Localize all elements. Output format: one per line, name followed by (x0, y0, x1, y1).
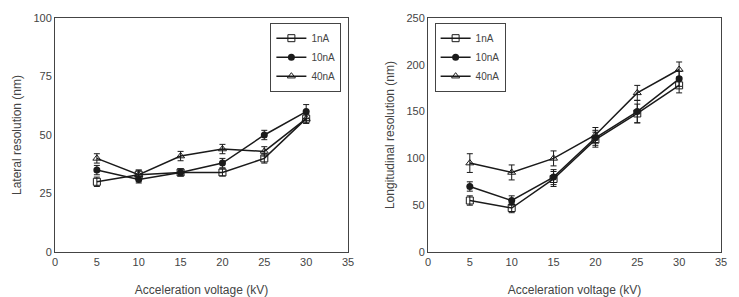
svg-text:20: 20 (216, 256, 228, 268)
svg-text:0: 0 (52, 256, 58, 268)
svg-text:150: 150 (406, 105, 424, 117)
svg-text:10nA: 10nA (311, 52, 335, 63)
svg-text:0: 0 (46, 246, 52, 258)
svg-text:5: 5 (467, 256, 473, 268)
svg-text:100: 100 (33, 12, 51, 24)
svg-text:Acceleration voltage (kV): Acceleration voltage (kV) (135, 283, 268, 297)
svg-text:Longitudinal resolution (nm): Longitudinal resolution (nm) (383, 61, 397, 209)
svg-text:Lateral resolution (nm): Lateral resolution (nm) (10, 75, 24, 195)
svg-text:10: 10 (506, 256, 518, 268)
svg-text:35: 35 (342, 256, 354, 268)
svg-text:0: 0 (425, 256, 431, 268)
svg-text:40nA: 40nA (311, 71, 335, 82)
svg-text:10nA: 10nA (476, 52, 500, 63)
svg-text:25: 25 (631, 256, 643, 268)
svg-text:25: 25 (40, 187, 52, 199)
svg-text:200: 200 (406, 59, 424, 71)
svg-text:25: 25 (258, 256, 270, 268)
svg-text:35: 35 (715, 256, 727, 268)
svg-text:10: 10 (133, 256, 145, 268)
svg-text:75: 75 (40, 70, 52, 82)
svg-text:20: 20 (589, 256, 601, 268)
svg-text:15: 15 (547, 256, 559, 268)
svg-text:50: 50 (413, 199, 425, 211)
svg-text:1nA: 1nA (476, 33, 494, 44)
svg-text:30: 30 (673, 256, 685, 268)
svg-text:Acceleration voltage (kV): Acceleration voltage (kV) (508, 283, 641, 297)
svg-text:15: 15 (174, 256, 186, 268)
svg-text:250: 250 (406, 12, 424, 24)
svg-text:100: 100 (406, 152, 424, 164)
svg-text:1nA: 1nA (311, 33, 329, 44)
svg-text:40nA: 40nA (476, 71, 500, 82)
svg-text:0: 0 (419, 246, 425, 258)
svg-text:50: 50 (40, 129, 52, 141)
svg-text:30: 30 (300, 256, 312, 268)
svg-text:5: 5 (94, 256, 100, 268)
